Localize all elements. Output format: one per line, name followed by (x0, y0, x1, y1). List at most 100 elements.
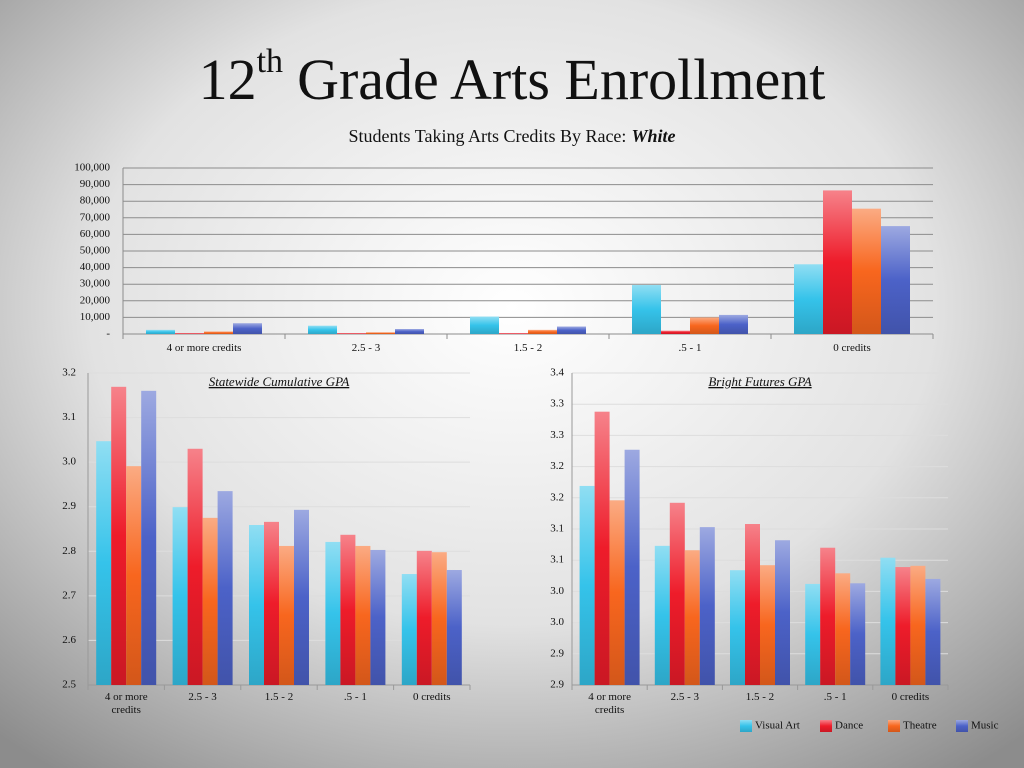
x-tick-label-box: .5 - 1 (679, 342, 702, 354)
x-tick-label-box: 4 or more credits (588, 691, 631, 716)
y-tick-label: 90,000 (80, 178, 111, 190)
bar (340, 534, 356, 685)
bar (187, 448, 203, 685)
bar (654, 545, 670, 685)
bar (881, 226, 910, 334)
chart-title: Bright Futures GPA (708, 374, 811, 389)
bar (279, 545, 294, 685)
x-tick-label-box: 2.5 - 3 (188, 691, 216, 703)
bar (325, 541, 341, 685)
legend-label: Music (971, 720, 999, 732)
y-tick-label: 70,000 (80, 211, 111, 223)
bar (835, 573, 851, 685)
x-tick-label: .5 - 1 (823, 691, 847, 703)
y-tick-label: 3.1 (62, 411, 76, 423)
legend-label: Visual Art (755, 720, 800, 732)
bar (699, 527, 715, 685)
y-tick-label: 3.2 (550, 460, 564, 472)
bar (249, 524, 264, 685)
bar (366, 332, 395, 334)
y-tick-label: 30,000 (80, 278, 111, 290)
bar (632, 285, 661, 334)
y-tick-label: 20,000 (80, 294, 111, 306)
x-tick-label-box: 1.5 - 2 (745, 691, 775, 703)
y-tick-label: 3.3 (550, 429, 564, 441)
bar (880, 557, 896, 685)
bar (925, 578, 941, 685)
x-tick-label-box: 0 credits (833, 342, 871, 354)
bar (395, 329, 424, 334)
y-tick-label: 40,000 (80, 261, 111, 273)
bar (823, 190, 852, 334)
x-tick-label: 1.5 - 2 (745, 691, 775, 703)
legend-swatch (740, 720, 752, 732)
bar (579, 485, 595, 685)
legend-label: Theatre (903, 720, 937, 732)
bar (294, 509, 309, 685)
bar (416, 550, 432, 685)
x-tick-label: 2.5 - 3 (670, 691, 699, 703)
bar (609, 500, 625, 685)
bar (470, 316, 499, 334)
x-tick-label-box: 4 or more credits (104, 691, 148, 716)
bar (370, 549, 386, 685)
x-tick-label: .5 - 1 (343, 691, 367, 703)
x-tick-label: 0 credits (833, 342, 871, 354)
bar (794, 264, 823, 334)
legend-swatch (820, 720, 832, 732)
y-tick-label: 2.7 (62, 589, 76, 601)
y-tick-label: 80,000 (80, 195, 111, 207)
legend-swatch (888, 720, 900, 732)
x-tick-label-box: 2.5 - 3 (351, 342, 381, 354)
bar (624, 449, 640, 685)
y-tick-label: 3.1 (550, 523, 564, 535)
y-tick-label: 2.9 (62, 500, 76, 512)
bar (820, 547, 836, 685)
x-tick-label-box: 2.5 - 3 (670, 691, 699, 703)
bar (126, 466, 142, 685)
x-tick-label: 1.5 - 2 (264, 691, 294, 703)
y-tick-label: 2.9 (550, 679, 564, 691)
bar (528, 329, 557, 334)
x-tick-label-box: 4 or more credits (167, 342, 242, 354)
bar (308, 325, 337, 334)
y-tick-label: 3.4 (550, 367, 564, 379)
x-tick-label-box: 0 credits (413, 691, 451, 703)
y-tick-label: 50,000 (80, 245, 111, 257)
x-tick-label-box: .5 - 1 (343, 691, 367, 703)
bar (204, 331, 233, 334)
bar (684, 550, 700, 685)
bar (172, 507, 188, 685)
y-tick-label: 60,000 (80, 228, 111, 240)
bar (910, 565, 926, 685)
title-number: 12 (199, 47, 257, 112)
y-tick-label: 3.0 (550, 616, 564, 628)
bar (661, 330, 690, 334)
bar (233, 323, 262, 334)
bar (499, 333, 528, 334)
bar (850, 583, 866, 685)
bar (401, 574, 417, 685)
x-tick-label: 2.5 - 3 (351, 342, 381, 354)
bar (719, 314, 748, 334)
y-tick-label: - (106, 328, 110, 340)
legend-swatch (956, 720, 968, 732)
y-tick-label: 3.3 (550, 398, 564, 410)
x-tick-label: 4 or more credits (588, 691, 631, 716)
y-tick-label: 3.2 (550, 491, 564, 503)
bar (175, 333, 204, 334)
title-rest: Grade Arts Enrollment (297, 47, 825, 112)
bar (146, 329, 175, 334)
bar (594, 411, 610, 685)
y-tick-label: 3.2 (62, 367, 76, 379)
x-tick-label: 1.5 - 2 (513, 342, 543, 354)
bar (852, 208, 881, 334)
x-tick-label-box: 0 credits (892, 691, 930, 703)
y-tick-label: 3.0 (62, 456, 76, 468)
slide-title: 12th Grade Arts Enrollment (199, 43, 826, 113)
bar (669, 502, 685, 685)
x-tick-label: 4 or more credits (104, 691, 148, 716)
subtitle-emphasis: White (631, 126, 675, 146)
